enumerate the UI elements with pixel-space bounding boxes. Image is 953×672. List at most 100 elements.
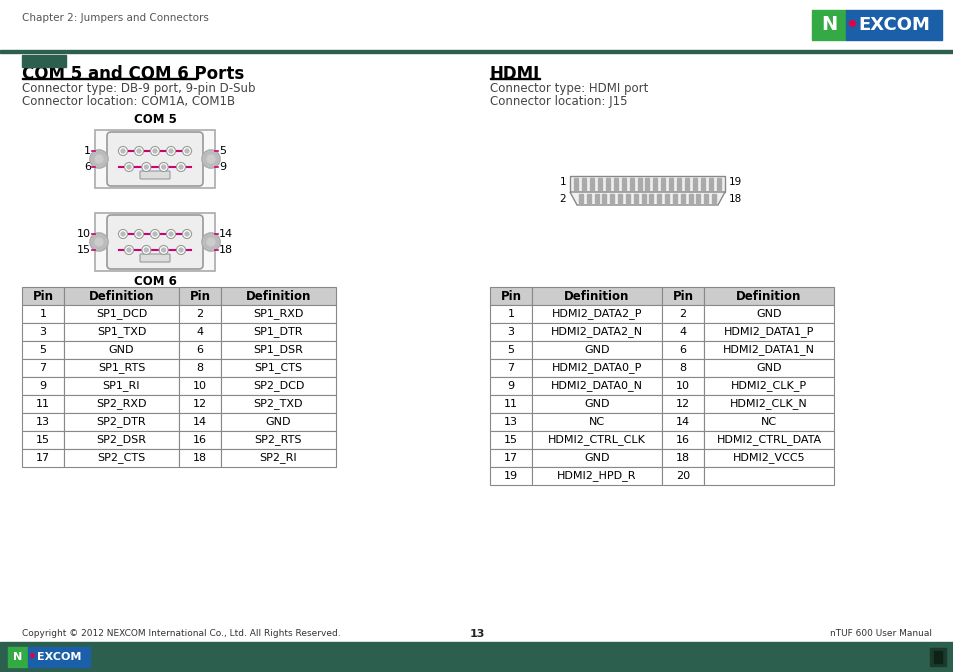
Bar: [581, 178, 585, 190]
Text: SP1_DCD: SP1_DCD: [95, 308, 147, 319]
Text: 13: 13: [503, 417, 517, 427]
Text: 2: 2: [196, 309, 203, 319]
Circle shape: [169, 149, 172, 153]
Bar: [64, 449, 179, 467]
Circle shape: [204, 236, 210, 241]
Circle shape: [92, 236, 97, 241]
Bar: [703, 395, 833, 413]
Bar: [490, 377, 532, 395]
Text: 2: 2: [558, 194, 565, 204]
Bar: [661, 377, 703, 395]
Bar: [680, 194, 684, 203]
Bar: [221, 305, 335, 323]
Bar: [610, 194, 614, 203]
Text: 1: 1: [558, 177, 565, 187]
Circle shape: [125, 245, 133, 255]
Circle shape: [96, 245, 101, 250]
Circle shape: [121, 232, 125, 236]
Bar: [602, 194, 606, 203]
Text: 16: 16: [193, 435, 207, 445]
Bar: [532, 467, 661, 485]
Text: 4: 4: [196, 327, 203, 337]
Text: GND: GND: [266, 417, 291, 427]
Bar: [532, 395, 661, 413]
Bar: [22, 341, 64, 359]
Text: HDMI2_DATA0_N: HDMI2_DATA0_N: [551, 380, 642, 392]
Polygon shape: [569, 192, 724, 205]
Bar: [708, 178, 712, 190]
Circle shape: [95, 155, 103, 163]
Circle shape: [92, 161, 97, 165]
Text: 11: 11: [503, 399, 517, 409]
Text: 2: 2: [679, 309, 686, 319]
Text: GND: GND: [583, 453, 609, 463]
Text: 18: 18: [728, 194, 741, 204]
Circle shape: [96, 234, 101, 239]
Bar: [845, 10, 941, 40]
Bar: [633, 194, 638, 203]
Circle shape: [91, 239, 96, 245]
Circle shape: [161, 248, 166, 252]
Circle shape: [90, 150, 108, 168]
Text: SP1_CTS: SP1_CTS: [254, 363, 302, 374]
Bar: [64, 377, 179, 395]
Bar: [703, 449, 833, 467]
Text: SP1_DTR: SP1_DTR: [253, 327, 303, 337]
Bar: [179, 395, 221, 413]
FancyBboxPatch shape: [140, 254, 170, 262]
Circle shape: [151, 146, 159, 155]
Text: 9: 9: [507, 381, 514, 391]
Bar: [221, 359, 335, 377]
Circle shape: [203, 239, 208, 245]
Bar: [703, 305, 833, 323]
Bar: [532, 341, 661, 359]
Bar: [490, 449, 532, 467]
Bar: [532, 305, 661, 323]
Circle shape: [185, 149, 189, 153]
Bar: [703, 467, 833, 485]
Text: HDMI2_HPD_R: HDMI2_HPD_R: [557, 470, 636, 481]
Bar: [669, 178, 673, 190]
Bar: [661, 449, 703, 467]
Text: Copyright © 2012 NEXCOM International Co., Ltd. All Rights Reserved.: Copyright © 2012 NEXCOM International Co…: [22, 630, 340, 638]
Text: 7: 7: [507, 363, 514, 373]
Bar: [22, 413, 64, 431]
Text: Pin: Pin: [672, 290, 693, 302]
Bar: [703, 323, 833, 341]
Bar: [660, 178, 664, 190]
Bar: [490, 78, 539, 79]
Bar: [677, 178, 680, 190]
Text: 4: 4: [679, 327, 686, 337]
Bar: [221, 377, 335, 395]
Circle shape: [213, 243, 217, 249]
Circle shape: [152, 232, 157, 236]
Text: HDMI2_CTRL_CLK: HDMI2_CTRL_CLK: [547, 435, 645, 446]
Bar: [22, 449, 64, 467]
Text: 5: 5: [39, 345, 47, 355]
Bar: [490, 341, 532, 359]
Text: 12: 12: [676, 399, 689, 409]
Text: Connector location: J15: Connector location: J15: [490, 95, 627, 108]
Circle shape: [134, 230, 143, 239]
Text: 17: 17: [36, 453, 50, 463]
Text: SP2_TXD: SP2_TXD: [253, 398, 303, 409]
Text: nTUF 600 User Manual: nTUF 600 User Manual: [829, 630, 931, 638]
Bar: [221, 395, 335, 413]
Circle shape: [152, 149, 157, 153]
Bar: [95, 213, 214, 271]
Bar: [64, 395, 179, 413]
Bar: [661, 395, 703, 413]
Bar: [700, 178, 704, 190]
Bar: [490, 287, 532, 305]
FancyBboxPatch shape: [140, 171, 170, 179]
Bar: [929, 648, 945, 666]
Text: 5: 5: [219, 146, 226, 156]
Bar: [64, 323, 179, 341]
Circle shape: [176, 163, 185, 171]
Bar: [221, 341, 335, 359]
Bar: [22, 323, 64, 341]
Text: 1: 1: [507, 309, 514, 319]
Bar: [64, 287, 179, 305]
Text: GND: GND: [756, 309, 781, 319]
Bar: [598, 178, 601, 190]
